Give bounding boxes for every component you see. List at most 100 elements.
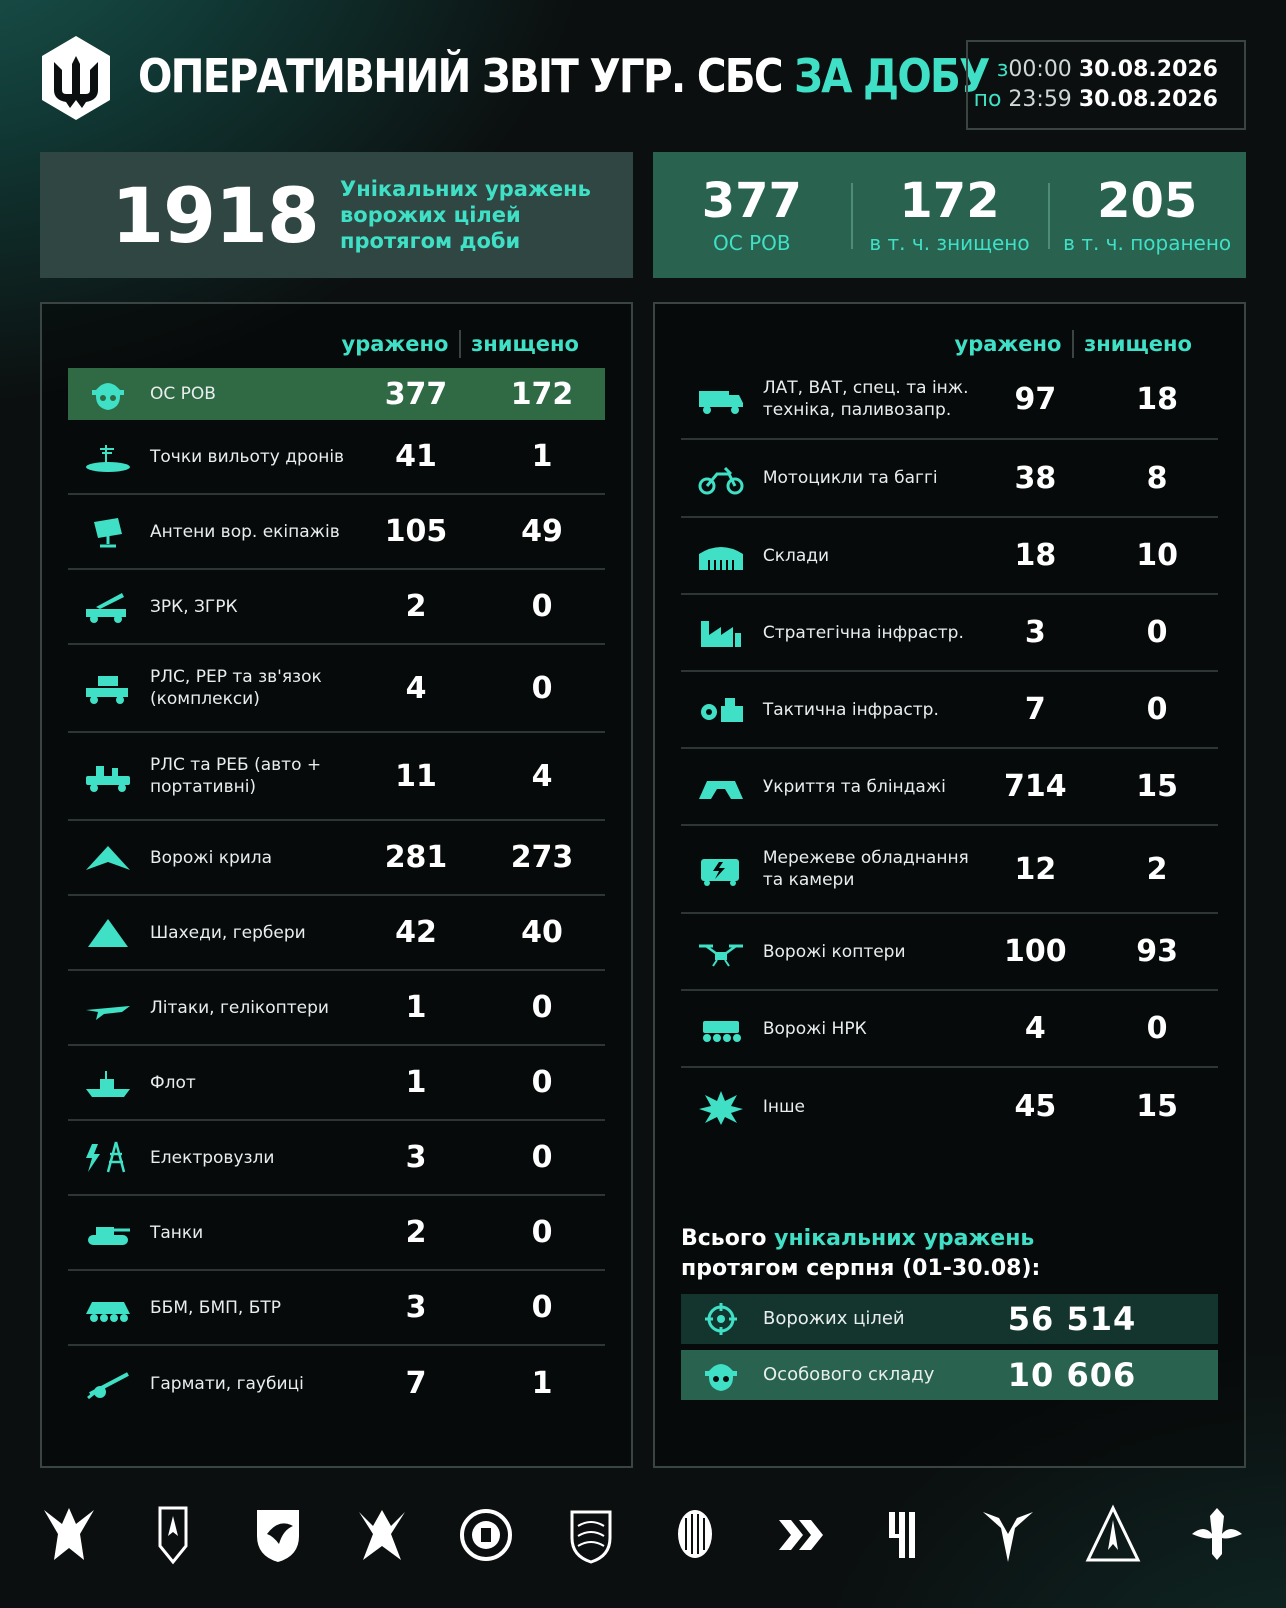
row-label: Тактична інфрастр. xyxy=(762,699,939,720)
row-destroyed-value: 0 xyxy=(531,670,553,706)
row-label: ЗРК, ЗГРК xyxy=(150,596,238,617)
apc-icon xyxy=(68,1290,148,1326)
trident-emblem-icon xyxy=(42,36,110,120)
row-hit-value: 45 xyxy=(1014,1089,1057,1124)
monthly-targets-label: Ворожих цілей xyxy=(763,1308,905,1329)
row-hit-value: 38 xyxy=(1014,460,1057,496)
stats-row: Точки вильоту дронів 41 1 xyxy=(68,420,605,495)
motorcycle-icon xyxy=(681,460,761,496)
row-label: Флот xyxy=(150,1072,196,1093)
warehouse-icon xyxy=(681,538,761,574)
air-defense-icon xyxy=(68,589,148,625)
stats-row: ЗРК, ЗГРК 2 0 xyxy=(68,570,605,645)
unit-emblem-icon xyxy=(158,1506,188,1565)
row-destroyed-value: 0 xyxy=(531,1140,553,1175)
row-hit-value: 3 xyxy=(405,1140,427,1175)
unit-emblem-icon xyxy=(44,1508,94,1560)
quadcopter-icon xyxy=(681,934,761,970)
stats-row: Склади 18 10 xyxy=(681,518,1218,595)
unit-emblem-icon xyxy=(570,1510,612,1564)
row-label: ББМ, БМП, БТР xyxy=(150,1297,282,1318)
power-node-icon xyxy=(68,1140,148,1176)
unique-hits-value: 1918 xyxy=(111,170,320,260)
howitzer-icon xyxy=(68,1366,148,1402)
monthly-personnel-label: Особового складу xyxy=(763,1364,935,1385)
row-destroyed-value: 0 xyxy=(531,1065,553,1100)
stats-row: ББМ, БМП, БТР 3 0 xyxy=(68,1271,605,1346)
row-label: Танки xyxy=(150,1222,204,1243)
row-label: Мотоцикли та баггі xyxy=(762,468,938,488)
unit-emblem-icon xyxy=(1085,1504,1140,1562)
stats-row: Літаки, гелікоптери 1 0 xyxy=(68,971,605,1046)
stats-row: ОС РОВ 377 172 xyxy=(68,368,605,420)
row-hit-value: 3 xyxy=(405,1290,427,1325)
row-hit-value: 1 xyxy=(405,990,427,1025)
truck-icon xyxy=(681,381,761,417)
soldier-icon xyxy=(68,376,148,412)
monthly-personnel-row: Особового складу 10 606 xyxy=(681,1350,1218,1400)
date-from: з00:00 30.08.2026 xyxy=(996,57,1218,82)
bunker-icon xyxy=(681,769,761,805)
radar-truck-icon xyxy=(68,670,148,706)
unit-emblems-footer xyxy=(40,1500,1246,1570)
row-destroyed-value: 49 xyxy=(521,514,563,549)
ew-vehicle-icon xyxy=(68,758,148,794)
stats-row: Ворожі крила 281 273 xyxy=(68,821,605,896)
monthly-totals-heading: Всього унікальних уражень протягом серпн… xyxy=(681,1226,1041,1281)
report-title: ОПЕРАТИВНИЙ ЗВІТ УГР. СБС ЗА ДОБУ xyxy=(138,42,990,110)
column-header-hit: уражено xyxy=(954,332,1062,356)
unique-hits-summary: 1918 Унікальних уражень ворожих цілей пр… xyxy=(40,152,633,278)
stats-row: Гармати, гаубиці 7 1 xyxy=(68,1346,605,1421)
row-hit-value: 4 xyxy=(1024,1011,1046,1046)
row-hit-value: 41 xyxy=(395,439,437,474)
row-label: Укриття та бліндажі xyxy=(762,776,946,797)
unit-emblem-icon xyxy=(983,1512,1034,1562)
row-hit-value: 377 xyxy=(384,376,448,412)
row-hit-value: 105 xyxy=(384,514,448,549)
row-hit-value: 18 xyxy=(1014,538,1057,573)
row-destroyed-value: 10 xyxy=(1136,538,1178,573)
personnel-summary: 377 ОС РОВ 172 в т. ч. знищено 205 в т. … xyxy=(653,152,1246,278)
title-main: ОПЕРАТИВНИЙ ЗВІТ УГР. СБС xyxy=(138,49,784,103)
row-destroyed-value: 0 xyxy=(1146,692,1168,727)
row-label: Мережеве обладнання та камери xyxy=(762,848,969,890)
row-destroyed-value: 0 xyxy=(1146,615,1168,650)
stats-row: Електровузли 3 0 xyxy=(68,1121,605,1196)
row-label: Літаки, гелікоптери xyxy=(150,997,329,1018)
unit-emblem-icon xyxy=(359,1510,406,1560)
row-destroyed-value: 0 xyxy=(531,1290,553,1325)
unique-hits-label: Унікальних уражень ворожих цілей протяго… xyxy=(340,177,591,253)
column-divider xyxy=(459,330,461,358)
monthly-targets-value: 56 514 xyxy=(1007,1300,1137,1338)
row-destroyed-value: 0 xyxy=(1146,1011,1168,1046)
target-icon xyxy=(681,1301,761,1337)
row-label: Ворожі коптери xyxy=(762,941,906,962)
ship-icon xyxy=(68,1065,148,1101)
row-label: Шахеди, гербери xyxy=(150,922,306,943)
unit-emblem-icon xyxy=(460,1509,513,1561)
row-hit-value: 4 xyxy=(405,670,427,706)
row-label: Інше xyxy=(762,1096,805,1117)
row-label: Склади xyxy=(762,545,830,566)
title-accent: ЗА ДОБУ xyxy=(794,49,990,103)
row-destroyed-value: 8 xyxy=(1146,460,1168,496)
row-label: РЛС, РЕР та зв'язок (комплекси) xyxy=(150,667,322,709)
row-label: ОС РОВ xyxy=(150,384,216,404)
row-label: Ворожі НРК xyxy=(762,1018,867,1039)
row-hit-value: 3 xyxy=(1024,615,1046,650)
jet-icon xyxy=(68,990,148,1026)
row-label: Гармати, гаубиці xyxy=(150,1373,304,1394)
unit-emblem-icon xyxy=(888,1512,915,1558)
row-hit-value: 281 xyxy=(384,840,448,875)
row-label: Антени вор. екіпажів xyxy=(150,521,340,542)
stats-row: Шахеди, гербери 42 40 xyxy=(68,896,605,971)
column-header-hit: уражено xyxy=(341,332,449,356)
row-hit-value: 1 xyxy=(405,1065,427,1100)
tactical-infra-icon xyxy=(681,692,761,728)
ground-robot-icon xyxy=(681,1011,761,1047)
row-hit-value: 42 xyxy=(395,915,437,950)
row-destroyed-value: 93 xyxy=(1136,934,1178,969)
row-label: Точки вильоту дронів xyxy=(150,446,345,467)
date-to: по 23:59 30.08.2026 xyxy=(973,87,1218,112)
row-destroyed-value: 4 xyxy=(531,758,553,794)
